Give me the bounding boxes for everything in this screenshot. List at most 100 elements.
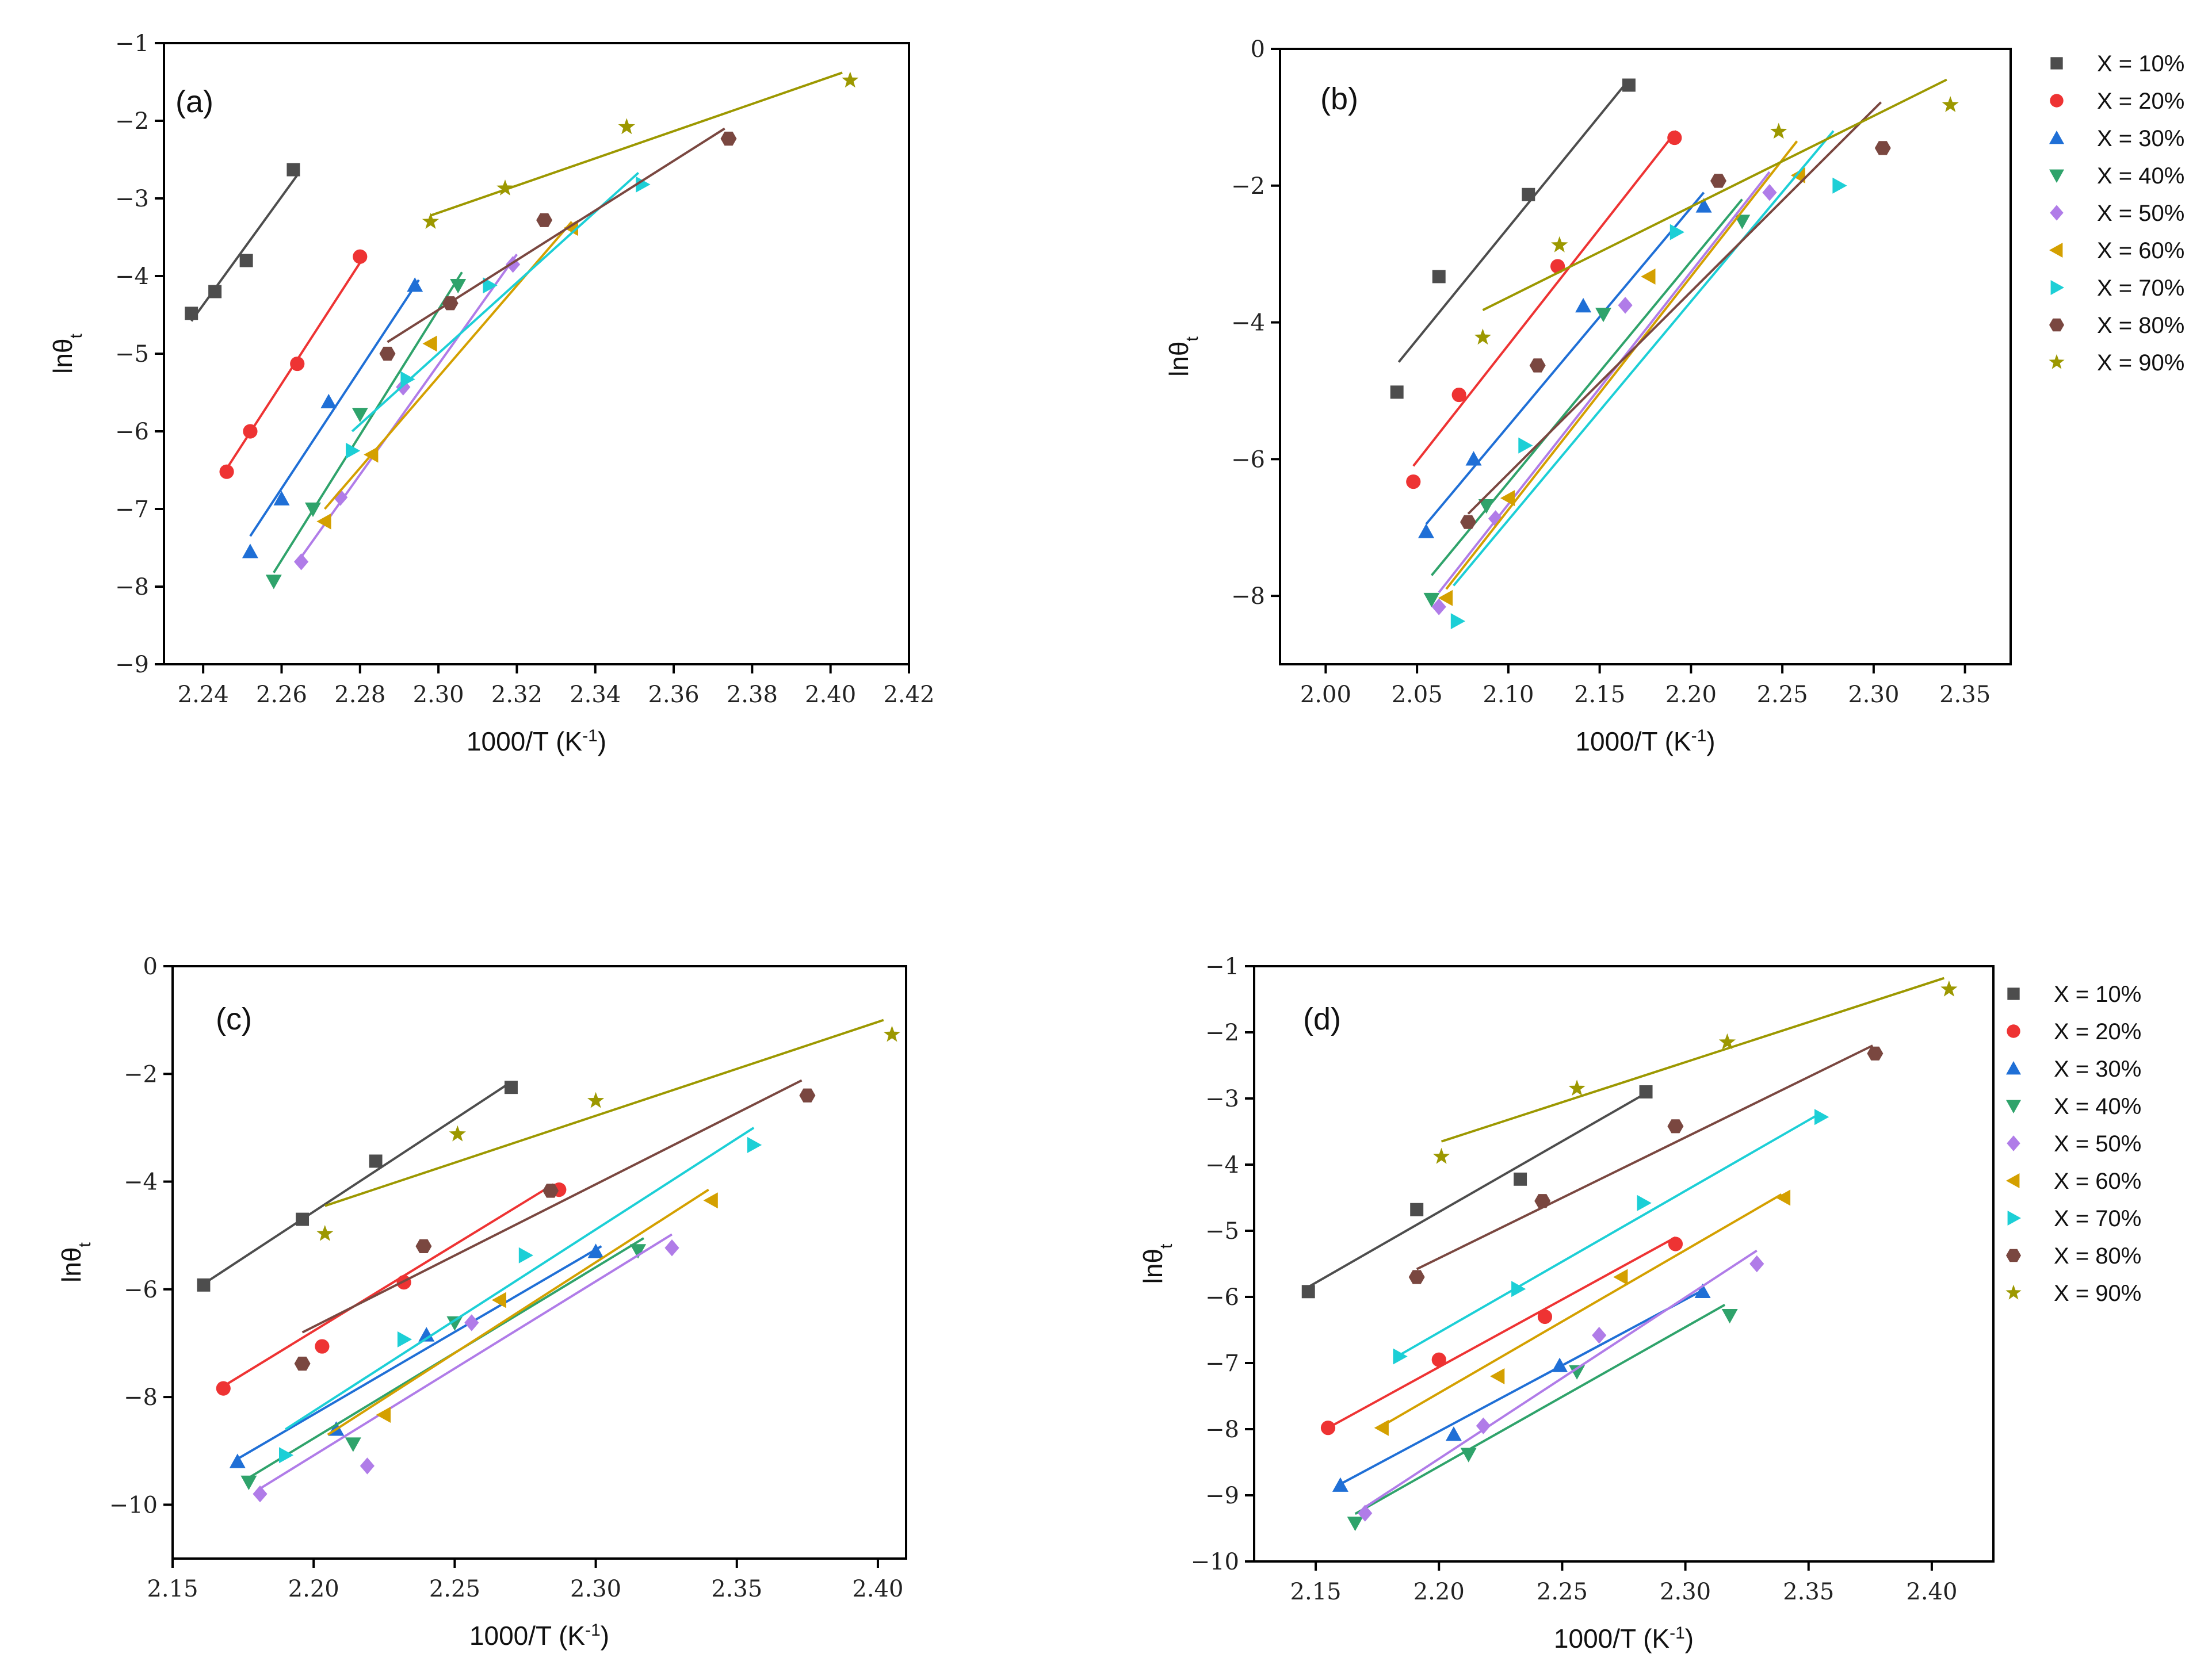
data-point [333,489,348,506]
legend-label: X = 70% [2097,275,2184,301]
data-point [397,1331,412,1348]
legend-marker [2006,1100,2021,1113]
data-point [253,1485,268,1503]
legend-label: X = 50% [2097,201,2184,226]
legend-marker [2050,280,2064,295]
panel-b-y-axis-label: lnθt [1164,336,1202,376]
x-tick-label: 2.20 [288,1576,339,1602]
data-point [1474,328,1492,345]
x-tick-label: 2.30 [1660,1579,1711,1605]
data-point [1942,96,1959,112]
fit-line [351,171,640,432]
data-point [294,553,309,571]
panel-d-legend: X = 10% X = 20% X = 30% X = 40% X = 50% X = 6… [2005,982,2141,1306]
x-tick-label: 2.10 [1483,682,1534,708]
legend-label: X = 10% [2097,51,2184,76]
legend-marker [2049,243,2063,258]
legend-label: X = 90% [2097,350,2184,376]
data-point [587,1243,604,1258]
fit-line [190,174,299,322]
data-point [1734,215,1751,229]
y-axis-label-subscript: t [1157,1243,1176,1249]
data-point [618,118,635,135]
legend-item-x-10: X = 10% [2007,982,2141,1007]
x-tick-label: 2.15 [1574,682,1625,708]
series-x-40 [1347,1304,1738,1532]
data-point [243,424,258,439]
legend-item-x-90: X = 90% [2005,1281,2141,1306]
panel-b-plot-area [1390,78,1959,630]
data-point [1832,177,1847,194]
data-point [703,1192,718,1209]
y-axis-label-subscript: t [1183,336,1202,341]
data-point [273,491,290,506]
data-point [1432,1147,1450,1164]
data-point [369,1154,383,1168]
x-axis-label-tail: ) [1685,1624,1694,1653]
x-tick-label: 2.36 [648,682,700,708]
data-point [1451,387,1466,403]
data-point [1718,1033,1736,1050]
series-x-80 [379,127,737,361]
series-x-10 [197,1081,518,1292]
series-x-20 [216,1182,567,1396]
panel-a: (a) 2.24 2.26 2.28 2.30 2.32 2.34 2.36 2.38 2.40… [48,30,935,756]
panel-d-y-axis-label: lnθt [1138,1243,1176,1284]
data-point [450,279,467,294]
x-tick-label: 2.35 [711,1576,762,1602]
panel-a-label: (a) [175,85,213,119]
data-point [1551,236,1568,252]
data-point [543,1184,559,1198]
data-point [1694,1283,1711,1298]
data-point [1749,1255,1764,1273]
data-point [316,1225,334,1241]
data-point [1478,499,1495,514]
series-x-20 [1320,1236,1683,1436]
x-tick-label: 2.25 [1757,682,1808,708]
series-x-30 [242,277,423,558]
series-x-90 [1432,977,1958,1164]
legend-item-x-20: X = 20% [2007,1019,2141,1044]
legend-marker [2049,169,2064,183]
panel-b-axes: 2.00 2.05 2.10 2.15 2.20 2.25 2.30 2.35 −8 −6 −4 −2… [1164,36,2012,756]
panel-d-x-axis-label: 1000/T (K-1) [1554,1624,1694,1654]
fit-line [1438,171,1771,594]
data-point [483,277,498,294]
data-point [364,446,379,463]
y-tick-label: −9 [115,652,149,678]
x-tick-label: 2.34 [570,682,621,708]
data-point [316,513,331,530]
data-point [1418,523,1434,538]
panel-c: (c) 2.15 2.20 2.25 2.30 2.35 2.40 −10 −8 −6 −4 −2 0… [56,954,907,1651]
legend-item-x-50: X = 50% [2007,1131,2141,1157]
data-point [491,1292,506,1308]
data-point [1667,1119,1684,1134]
data-point [1431,1352,1446,1367]
fit-line [1399,1112,1822,1356]
fit-line [1397,79,1630,363]
legend-item-x-10: X = 10% [2050,51,2184,76]
x-axis-label-tail: ) [601,1621,609,1651]
data-point [587,1092,605,1108]
y-tick-label: −7 [1205,1350,1239,1377]
data-point [883,1025,901,1042]
data-point [747,1136,762,1153]
fit-line [1453,130,1835,587]
panel-b-legend: X = 10% X = 20% X = 30% X = 40% X = 50% X = 6… [2049,51,2184,376]
data-point [376,1407,391,1423]
data-point [1390,385,1404,399]
data-point [720,131,737,146]
panel-d: (d) 2.15 2.20 2.25 2.30 2.35 2.40 −10 −9 −8 −7 −6 −… [1138,954,2141,1653]
data-point [265,575,282,589]
data-point [446,1316,463,1331]
data-point [1667,130,1682,146]
legend-marker [2007,1211,2021,1226]
data-point [239,254,253,267]
legend-item-x-50: X = 50% [2050,201,2184,226]
series-x-70 [1393,1109,1829,1365]
series-x-50 [1358,1249,1764,1522]
panel-d-axes: 2.15 2.20 2.25 2.30 2.35 2.40 −10 −9 −8 −7 −6 −5 −4 −… [1138,954,1995,1654]
x-axis-label-superscript: -1 [585,1621,601,1640]
legend-label: X = 40% [2097,163,2184,189]
